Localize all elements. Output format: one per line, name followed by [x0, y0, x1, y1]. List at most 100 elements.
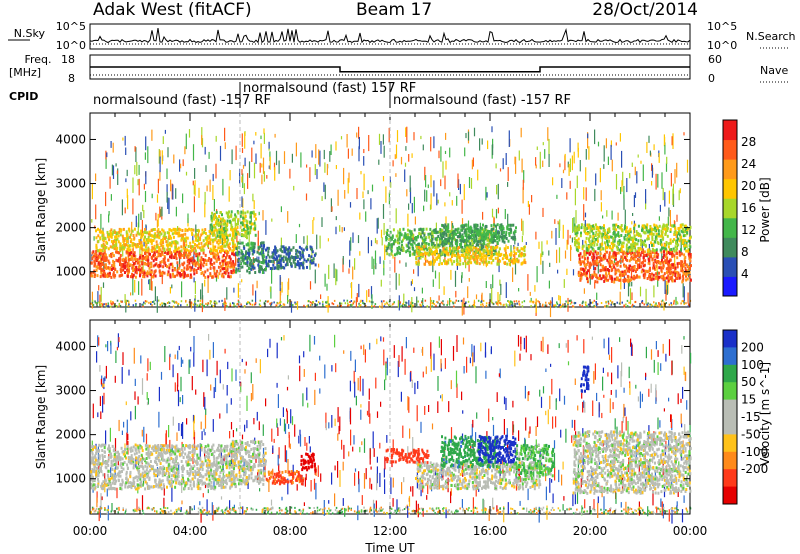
- power-scatter: [363, 149, 365, 154]
- power-scatter: [535, 164, 537, 169]
- power-cell: [183, 251, 186, 255]
- power-scatter: [451, 221, 453, 237]
- power-scatter: [424, 166, 426, 181]
- power-cell: [522, 247, 525, 251]
- power-cell: [90, 261, 93, 265]
- power-scatter: [134, 165, 136, 175]
- power-scatter: [411, 279, 413, 285]
- power-cell: [136, 258, 139, 262]
- power-scatter: [568, 164, 570, 176]
- power-cell: [275, 250, 278, 254]
- power-cell: [249, 257, 251, 261]
- power-cell: [445, 242, 448, 246]
- power-scatter: [534, 285, 536, 292]
- power-cell: [504, 248, 507, 252]
- power-scatter: [629, 173, 631, 179]
- power-ground: [102, 303, 104, 306]
- power-cell: [161, 272, 163, 276]
- power-cell: [272, 263, 275, 267]
- power-scatter: [281, 281, 283, 293]
- power-cell: [476, 232, 479, 236]
- power-cell: [684, 230, 687, 233]
- power-cell: [488, 252, 491, 256]
- power-cell: [223, 258, 226, 262]
- power-cell: [506, 246, 509, 250]
- power-cell: [168, 266, 171, 270]
- power-scatter: [522, 220, 524, 236]
- power-cell: [480, 247, 483, 251]
- power-ground: [680, 302, 682, 305]
- power-scatter: [359, 212, 361, 220]
- power-cell: [179, 250, 182, 254]
- power-cell: [487, 252, 490, 255]
- power-ground: [222, 305, 224, 308]
- power-cell: [144, 245, 147, 249]
- power-cell: [182, 272, 184, 276]
- power-cell: [309, 259, 312, 263]
- power-cell: [222, 238, 225, 242]
- power-scatter: [156, 194, 159, 203]
- power-cell: [138, 242, 141, 246]
- power-cell: [252, 250, 255, 254]
- power-cell: [144, 228, 147, 231]
- power-ground: [450, 300, 452, 303]
- power-ground: [144, 300, 147, 303]
- power-scatter: [130, 292, 132, 296]
- power-ground: [328, 305, 331, 308]
- power-cell: [160, 232, 163, 236]
- power-cell: [589, 224, 592, 228]
- power-ground: [572, 305, 575, 308]
- power-cell: [486, 242, 489, 246]
- power-scatter: [280, 206, 282, 213]
- power-cell: [473, 254, 476, 258]
- power-cell: [155, 257, 158, 261]
- power-cell: [163, 234, 166, 238]
- power-scatter: [572, 269, 575, 276]
- power-cell: [628, 279, 631, 283]
- power-cell: [630, 243, 633, 247]
- power-scatter: [395, 272, 397, 290]
- power-cell: [446, 239, 449, 243]
- power-ground: [309, 304, 312, 307]
- power-cell: [441, 223, 444, 227]
- power-scatter: [541, 241, 543, 257]
- power-cell: [152, 246, 155, 250]
- power-cell: [603, 224, 605, 228]
- power-cell: [502, 253, 505, 257]
- power-ground: [626, 305, 629, 308]
- power-cell: [211, 211, 214, 215]
- power-cell: [441, 250, 444, 254]
- power-scatter: [331, 206, 333, 212]
- power-scatter: [352, 266, 354, 280]
- power-cell: [131, 272, 134, 276]
- power-ground: [226, 305, 228, 308]
- power-scatter: [195, 224, 197, 240]
- power-cell: [470, 226, 473, 230]
- power-cell: [101, 253, 104, 257]
- power-cell: [462, 236, 465, 240]
- power-cell: [590, 275, 593, 279]
- power-cell: [589, 234, 592, 238]
- power-cell: [223, 233, 226, 237]
- power-cell: [409, 250, 411, 254]
- power-ground: [477, 299, 480, 302]
- power-cell: [191, 231, 194, 235]
- power-cell: [219, 261, 222, 265]
- power-cell: [193, 259, 196, 263]
- power-ground: [676, 302, 679, 305]
- power-cell: [500, 226, 503, 230]
- power-scatter: [472, 157, 474, 167]
- power-scatter: [155, 212, 157, 221]
- power-ground: [405, 304, 407, 307]
- power-cell: [177, 234, 180, 238]
- power-scatter: [445, 216, 447, 229]
- power-cell: [249, 226, 252, 230]
- power-cell: [635, 275, 638, 279]
- power-cell: [610, 235, 613, 239]
- power-cell: [129, 263, 132, 267]
- power-scatter: [115, 231, 117, 248]
- power-cell: [605, 272, 607, 276]
- power-cell: [282, 258, 285, 262]
- power-cell: [222, 249, 225, 253]
- power-cell: [282, 265, 284, 269]
